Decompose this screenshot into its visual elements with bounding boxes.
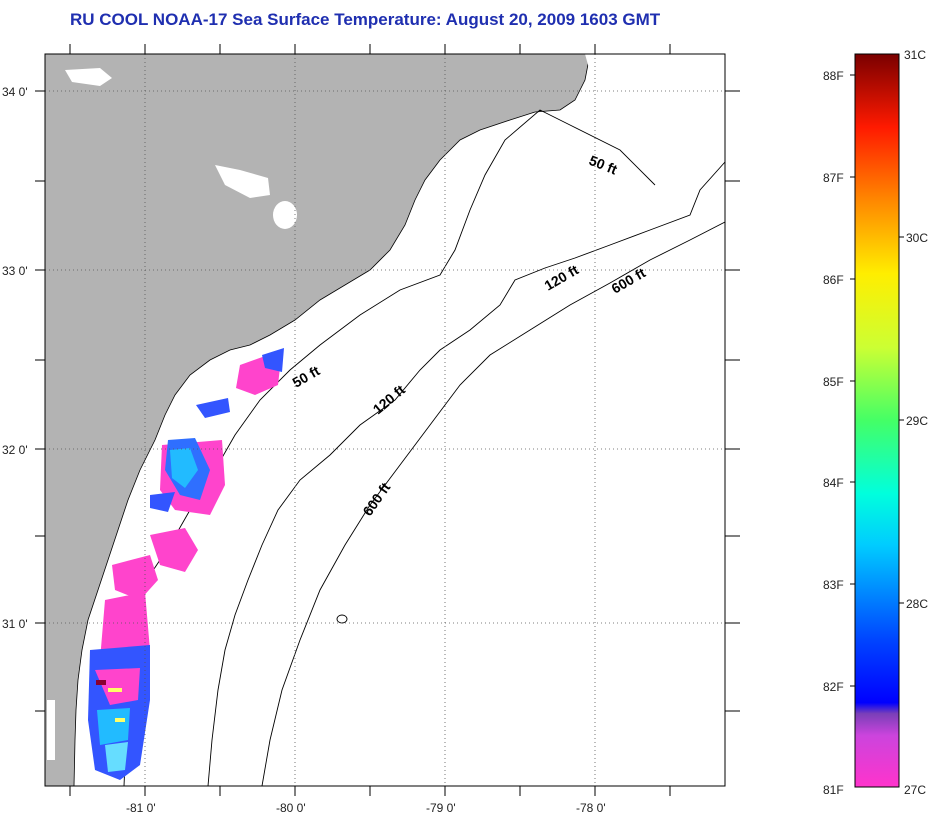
isobath-120ft	[207, 161, 725, 786]
inland-water	[585, 54, 630, 120]
isobath-600ft	[261, 221, 725, 786]
land-area	[45, 54, 591, 786]
colorbar-label-c: 30C	[906, 231, 928, 245]
lon-label-79: -79 0'	[426, 801, 456, 815]
axis-ticks	[35, 44, 740, 796]
lon-label-80: -80 0'	[276, 801, 306, 815]
colorbar-ticks	[850, 74, 904, 687]
lon-label-78: -78 0'	[576, 801, 606, 815]
colorbar-label-f: 82F	[823, 680, 844, 694]
colorbar-label-c: 31C	[904, 48, 926, 62]
lat-label-32: 32 0'	[2, 443, 28, 457]
colorbar-label-c: 27C	[904, 783, 926, 797]
lon-label-81: -81 0'	[126, 801, 156, 815]
inland-water	[65, 68, 112, 86]
sst-data-patches	[88, 348, 284, 780]
inland-water	[47, 700, 55, 760]
colorbar-label-f: 87F	[823, 171, 844, 185]
lat-label-33: 33 0'	[2, 264, 28, 278]
map-title: RU COOL NOAA-17 Sea Surface Temperature:…	[70, 10, 661, 29]
colorbar-label-f: 86F	[823, 273, 844, 287]
lat-label-31: 31 0'	[2, 617, 28, 631]
colorbar-label-c: 28C	[906, 597, 928, 611]
colorbar-label-f: 88F	[823, 69, 844, 83]
colorbar-label-f: 83F	[823, 578, 844, 592]
inland-water	[273, 201, 297, 229]
colorbar-label-f: 85F	[823, 375, 844, 389]
lat-label-34: 34 0'	[2, 85, 28, 99]
colorbar-label-f: 81F	[823, 783, 844, 797]
colorbar-label-f: 84F	[823, 476, 844, 490]
colorbar-label-c: 29C	[906, 414, 928, 428]
map-frame	[44, 53, 726, 787]
inland-water	[215, 165, 270, 198]
graticule	[45, 54, 725, 786]
colorbar	[854, 53, 900, 788]
